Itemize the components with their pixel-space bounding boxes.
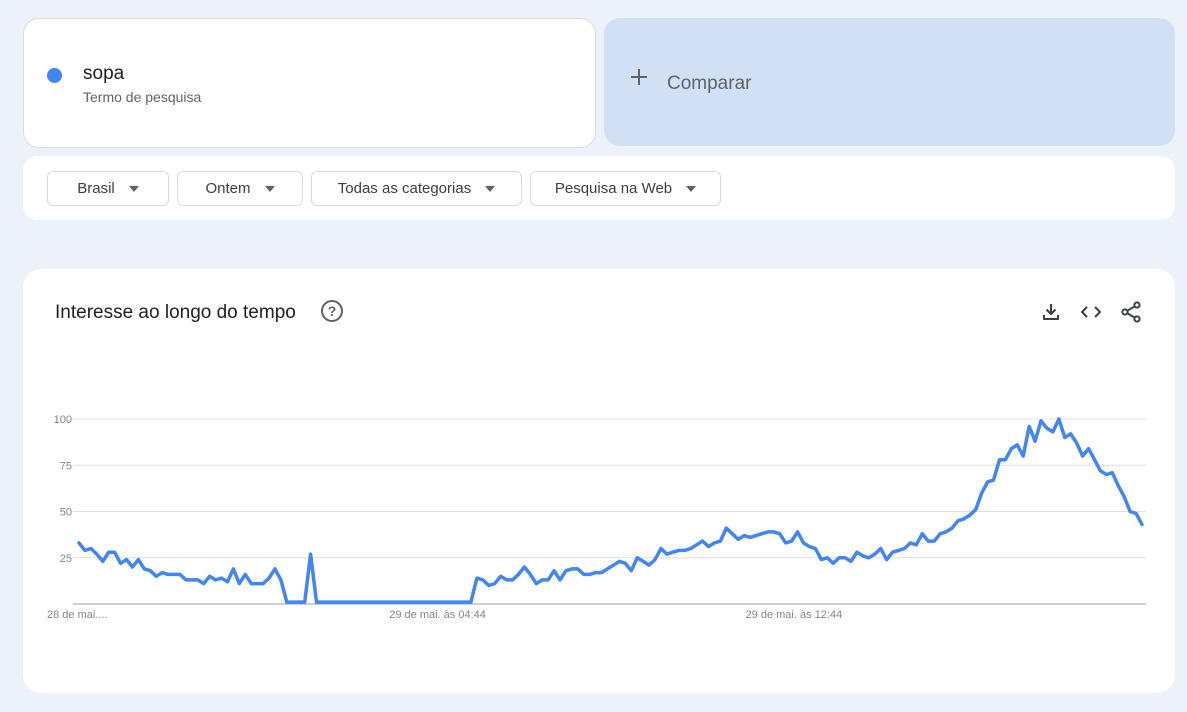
x-tick-label: 29 de mai. às 12:44 xyxy=(746,609,843,621)
search-term-name[interactable]: sopa xyxy=(83,63,125,84)
filter-time-label: Ontem xyxy=(205,180,251,197)
share-icon[interactable] xyxy=(1119,300,1143,324)
plus-icon xyxy=(630,68,648,86)
caret-down-icon xyxy=(686,185,697,192)
interest-over-time-card: Interesse ao longo do tempo ? 100 75 50 25 2… xyxy=(23,269,1175,693)
filter-search-type-dropdown[interactable]: Pesquisa na Web xyxy=(530,171,721,206)
filter-category-dropdown[interactable]: Todas as categorias xyxy=(311,171,522,206)
caret-down-icon xyxy=(128,185,139,192)
interest-line-chart[interactable]: 100 75 50 25 28 de mai.... 29 de mai. às 04:4… xyxy=(23,269,1175,693)
x-tick-label: 29 de mai. às 04:44 xyxy=(389,609,486,621)
caret-down-icon xyxy=(264,185,275,192)
x-tick-label: 28 de mai.... xyxy=(47,609,108,621)
compare-button[interactable]: Comparar xyxy=(604,18,1175,146)
help-icon[interactable]: ? xyxy=(321,300,343,322)
search-term-card[interactable]: sopa Termo de pesquisa xyxy=(23,18,596,148)
search-term-type: Termo de pesquisa xyxy=(83,89,202,105)
embed-icon[interactable] xyxy=(1079,300,1103,324)
y-tick-label: 50 xyxy=(60,507,72,519)
y-tick-label: 100 xyxy=(54,414,72,426)
y-tick-label: 75 xyxy=(60,460,72,472)
filter-search-type-label: Pesquisa na Web xyxy=(554,180,673,197)
download-icon[interactable] xyxy=(1039,300,1063,324)
y-tick-label: 25 xyxy=(60,553,72,565)
caret-down-icon xyxy=(485,185,496,192)
filter-bar: Brasil Ontem Todas as categorias Pesquis… xyxy=(23,156,1175,220)
filter-time-dropdown[interactable]: Ontem xyxy=(177,171,303,206)
series-line[interactable] xyxy=(77,417,1144,604)
filter-region-dropdown[interactable]: Brasil xyxy=(47,171,169,206)
compare-label: Comparar xyxy=(667,73,752,94)
filter-category-label: Todas as categorias xyxy=(337,180,472,197)
chart-section-title: Interesse ao longo do tempo xyxy=(55,302,296,323)
series-color-dot-icon xyxy=(47,68,62,83)
filter-region-label: Brasil xyxy=(77,180,115,197)
